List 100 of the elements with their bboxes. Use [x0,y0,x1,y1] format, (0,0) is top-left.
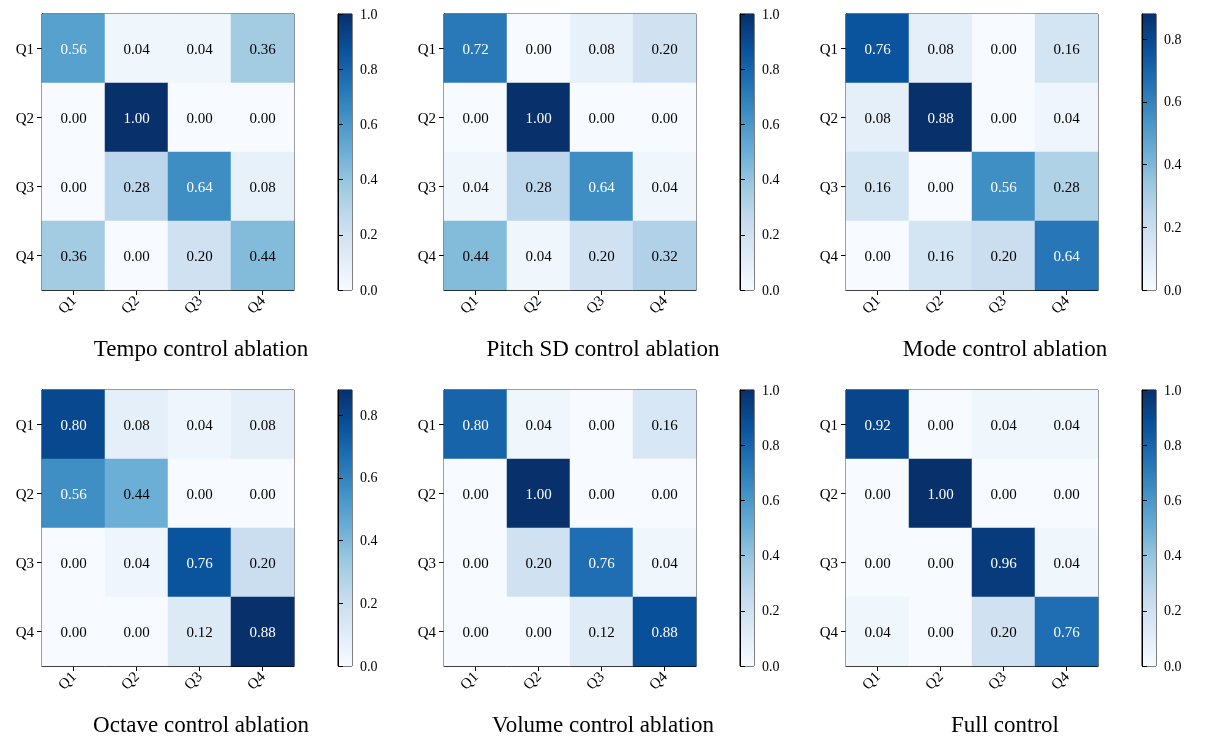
data-label: 0.44 [123,485,151,502]
x-tick-label: Q3 [984,668,1010,693]
data-label: 0.00 [462,554,489,571]
y-tick-label: Q3 [819,178,838,195]
data-label: 0.08 [588,40,615,57]
color-bar-label: 0.8 [1164,437,1182,453]
data-label: 0.36 [249,40,277,57]
data-label: 0.92 [864,416,891,433]
x-tick-label: Q3 [180,668,206,693]
y-tick-label: Q3 [819,554,838,571]
data-label: 0.04 [123,40,151,57]
x-tick-label: Q1 [858,292,884,317]
data-label: 0.80 [60,416,87,433]
y-tick-label: Q3 [15,178,34,195]
data-label: 0.04 [864,623,892,640]
data-label: 0.00 [864,247,891,264]
text: Tempo control ablation [93,336,309,361]
color-bar-label: 1.0 [762,382,780,398]
y-tick-label: Q1 [819,416,838,433]
color-bar-label: 0.8 [360,61,378,77]
color-bar-label: 0.2 [360,227,378,243]
data-label: 0.20 [525,554,552,571]
data-label: 0.12 [588,623,615,640]
x-tick-label: Q1 [456,668,482,693]
data-label: 0.00 [990,109,1017,126]
color-bar-label: 0.6 [1164,492,1182,508]
color-bar-label: 0.8 [1164,31,1182,47]
color-bar-label: 0.6 [762,116,780,132]
data-label: 0.00 [651,109,678,126]
data-label: 0.96 [990,554,1018,571]
data-label: 1.00 [927,485,954,502]
data-label: 0.00 [864,554,891,571]
data-label: 0.00 [123,623,150,640]
color-bar-label: 0.4 [762,172,780,188]
y-tick-label: Q4 [417,623,437,640]
data-label: 0.64 [186,178,214,195]
y-tick-label: Q1 [417,40,436,57]
color-bar-label: 0.2 [360,595,378,611]
color-bar-label: 0.4 [762,548,780,564]
y-tick-label: Q4 [819,247,839,264]
data-label: 0.20 [588,247,615,264]
color-bar-label: 1.0 [1164,382,1182,398]
color-bar-label: 0.2 [762,227,780,243]
data-label: 0.00 [186,485,213,502]
x-tick-label: Q4 [645,667,671,693]
y-tick-label: Q1 [417,416,436,433]
y-tick-label: Q1 [819,40,838,57]
y-tick-label: Q4 [15,623,35,640]
y-tick-label: Q3 [15,554,34,571]
data-label: 0.00 [588,416,615,433]
data-label: 0.04 [525,416,553,433]
y-tick-label: Q2 [417,109,436,126]
data-label: 0.04 [1053,416,1081,433]
data-label: 0.00 [60,623,87,640]
data-label: 0.00 [990,485,1017,502]
data-label: 1.00 [525,485,552,502]
x-tick-label: Q4 [1047,667,1073,693]
x-tick-label: Q2 [519,668,545,693]
data-label: 0.56 [60,485,88,502]
x-tick-label: Q3 [582,668,608,693]
data-label: 0.44 [249,247,277,264]
x-tick-label: Q4 [1047,291,1073,317]
data-label: 0.80 [462,416,489,433]
x-tick-label: Q2 [519,292,545,317]
data-label: 0.76 [588,554,616,571]
data-label: 0.16 [1053,40,1081,57]
color-bar-label: 0.2 [1164,603,1182,619]
data-label: 0.16 [864,178,892,195]
data-label: 0.76 [1053,623,1081,640]
data-label: 0.00 [462,485,489,502]
data-label: 0.20 [186,247,213,264]
data-label: 0.04 [1053,109,1081,126]
text: Mode control ablation [902,336,1108,361]
text: Octave control ablation [93,712,310,737]
data-label: 0.36 [60,247,88,264]
data-label: 0.16 [651,416,679,433]
y-tick-label: Q2 [15,109,34,126]
data-label: 0.04 [651,178,679,195]
color-bar-label: 0.6 [360,470,378,486]
data-label: 0.04 [1053,554,1081,571]
data-label: 0.04 [186,40,214,57]
data-label: 0.56 [990,178,1018,195]
y-tick-label: Q2 [15,485,34,502]
color-bar-label: 0.8 [762,61,780,77]
color-bar-label: 0.6 [360,116,378,132]
x-tick-label: Q1 [54,292,80,317]
y-tick-label: Q3 [417,178,436,195]
color-bar-label: 0.0 [1164,658,1182,674]
data-label: 0.00 [927,416,954,433]
x-tick-label: Q3 [984,292,1010,317]
data-label: 0.28 [1053,178,1080,195]
data-label: 0.00 [927,623,954,640]
data-label: 0.44 [462,247,490,264]
x-tick-label: Q4 [645,291,671,317]
data-label: 0.32 [651,247,678,264]
color-bar-label: 0.2 [1164,219,1182,235]
data-label: 0.56 [60,40,88,57]
x-tick-label: Q2 [117,668,143,693]
data-label: 0.76 [864,40,892,57]
data-label: 0.88 [249,623,276,640]
